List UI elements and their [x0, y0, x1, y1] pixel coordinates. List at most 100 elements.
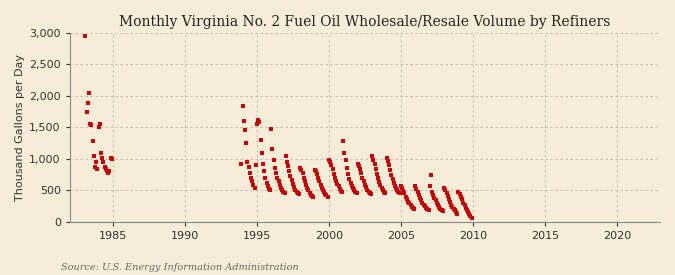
Point: [269, 165, 280, 170]
Point: [256, 150, 267, 155]
Point: [414, 196, 425, 200]
Point: [97, 155, 107, 160]
Point: [300, 179, 310, 184]
Point: [263, 184, 273, 189]
Point: [333, 184, 344, 189]
Point: [389, 184, 400, 188]
Point: [460, 206, 471, 210]
Point: [457, 197, 468, 202]
Point: [86, 123, 97, 128]
Point: [348, 186, 358, 191]
Point: [80, 34, 90, 38]
Point: [323, 158, 334, 162]
Point: [374, 180, 385, 184]
Point: [462, 208, 472, 212]
Point: [410, 184, 421, 189]
Point: [408, 206, 418, 210]
Point: [363, 189, 374, 194]
Point: [459, 203, 470, 208]
Point: [406, 204, 417, 209]
Point: [375, 183, 386, 188]
Point: [345, 180, 356, 185]
Point: [261, 180, 272, 185]
Point: [321, 193, 332, 197]
Point: [456, 194, 466, 199]
Point: [340, 158, 351, 162]
Point: [431, 201, 442, 205]
Point: [255, 138, 266, 142]
Point: [93, 125, 104, 130]
Point: [317, 186, 327, 190]
Point: [95, 122, 105, 127]
Point: [387, 177, 398, 181]
Point: [397, 186, 408, 191]
Point: [298, 175, 309, 180]
Point: [260, 175, 271, 180]
Y-axis label: Thousand Gallons per Day: Thousand Gallons per Day: [15, 54, 25, 201]
Point: [398, 189, 409, 193]
Point: [409, 207, 420, 211]
Point: [81, 109, 92, 114]
Point: [278, 189, 289, 194]
Point: [323, 194, 333, 199]
Point: [85, 122, 96, 127]
Point: [274, 183, 285, 188]
Point: [107, 156, 117, 161]
Point: [435, 206, 446, 211]
Point: [266, 126, 277, 131]
Point: [265, 188, 275, 192]
Point: [325, 160, 335, 164]
Point: [267, 147, 278, 152]
Point: [99, 165, 110, 169]
Point: [364, 191, 375, 195]
Point: [303, 188, 314, 192]
Point: [334, 187, 345, 191]
Point: [453, 189, 464, 194]
Point: [368, 158, 379, 162]
Point: [319, 190, 329, 194]
Point: [329, 175, 340, 180]
Point: [331, 179, 342, 184]
Point: [446, 202, 457, 207]
Point: [275, 186, 286, 190]
Point: [289, 185, 300, 189]
Point: [320, 192, 331, 196]
Point: [403, 199, 414, 204]
Point: [433, 203, 443, 207]
Point: [250, 163, 261, 167]
Point: [402, 197, 412, 201]
Point: [339, 150, 350, 155]
Point: [306, 194, 317, 198]
Point: [431, 198, 441, 202]
Title: Monthly Virginia No. 2 Fuel Oil Wholesale/Resale Volume by Refiners: Monthly Virginia No. 2 Fuel Oil Wholesal…: [119, 15, 611, 29]
Point: [377, 186, 387, 190]
Point: [362, 188, 373, 192]
Point: [371, 167, 381, 171]
Point: [317, 188, 328, 192]
Point: [241, 141, 252, 145]
Point: [436, 208, 447, 212]
Point: [382, 159, 393, 164]
Point: [385, 168, 396, 172]
Point: [350, 190, 360, 194]
Point: [326, 163, 337, 167]
Point: [420, 204, 431, 208]
Point: [421, 205, 431, 210]
Point: [416, 198, 427, 202]
Point: [425, 184, 435, 189]
Point: [360, 182, 371, 187]
Point: [450, 208, 460, 213]
Point: [283, 164, 294, 169]
Point: [355, 167, 366, 171]
Point: [354, 164, 364, 169]
Point: [271, 170, 281, 175]
Point: [466, 215, 477, 220]
Point: [437, 209, 448, 213]
Point: [90, 165, 101, 169]
Point: [243, 165, 254, 169]
Point: [291, 189, 302, 194]
Point: [418, 202, 429, 207]
Point: [313, 175, 323, 180]
Point: [454, 192, 465, 196]
Point: [315, 183, 326, 188]
